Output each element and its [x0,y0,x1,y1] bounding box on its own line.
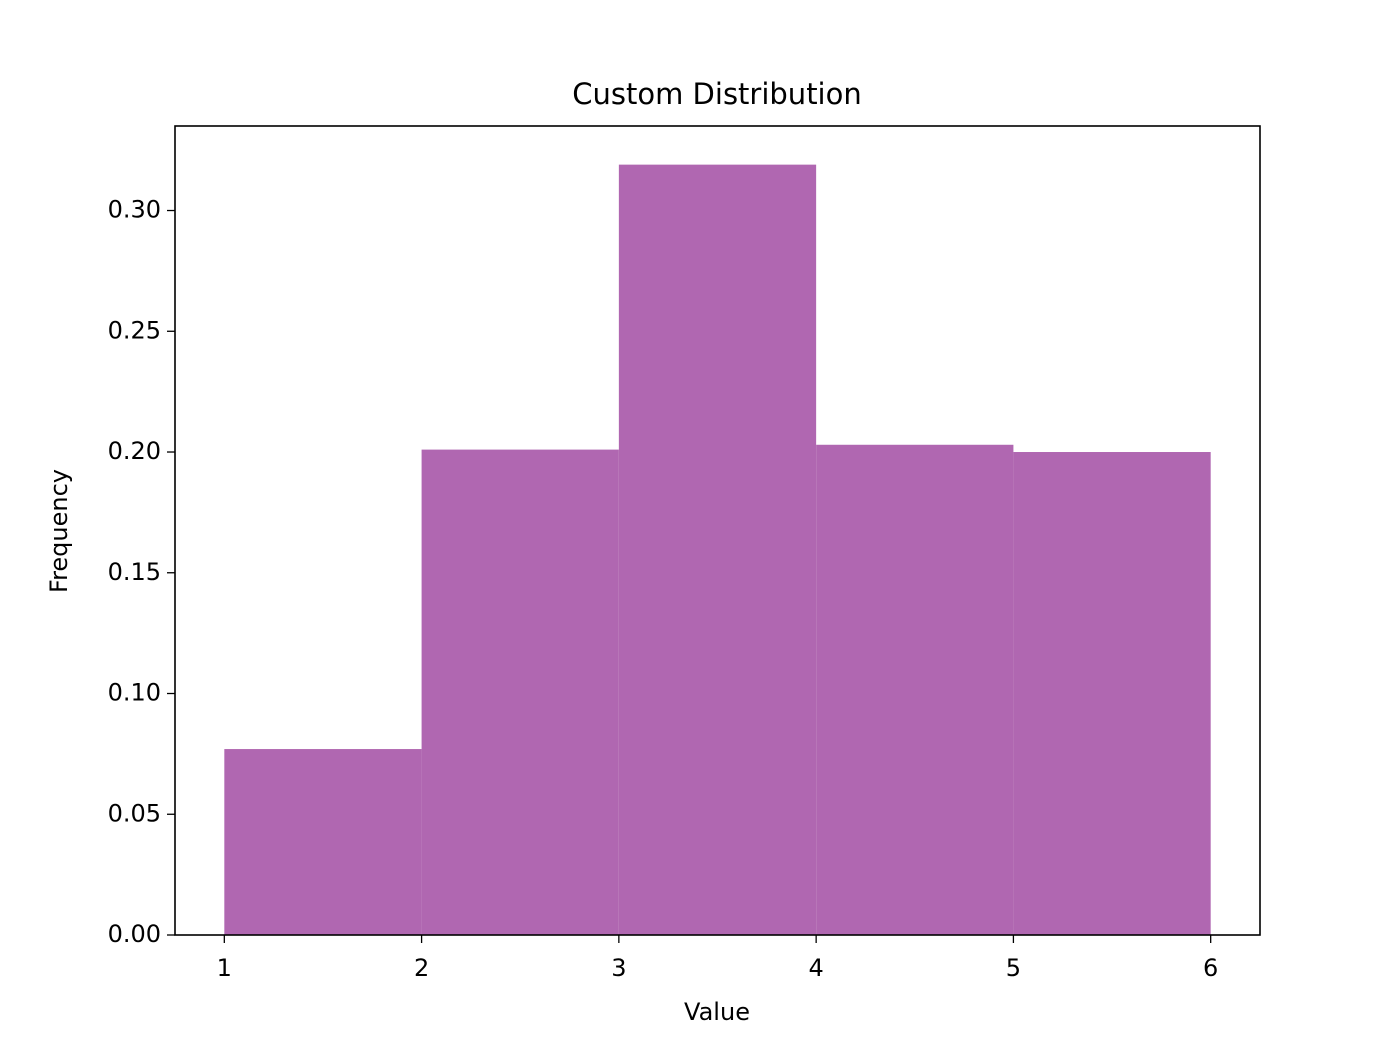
chart-title: Custom Distribution [572,77,862,111]
x-tick-label: 6 [1203,954,1218,982]
x-tick-label: 4 [808,954,823,982]
plot-frame [174,125,1261,936]
x-axis-label: Value [684,998,750,1026]
bar [421,449,619,935]
y-tick-label: 0.15 [108,558,161,586]
y-tick-label: 0.30 [108,196,161,224]
bar [816,444,1014,935]
bar [224,749,422,935]
y-tick-label: 0.10 [108,679,161,707]
x-tick-label: 2 [414,954,429,982]
y-axis-label: Frequency [45,469,73,593]
y-tick-label: 0.25 [108,316,161,344]
bar [1013,452,1211,935]
y-tick-label: 0.00 [108,920,161,948]
bar [618,164,817,936]
y-tick-label: 0.20 [108,437,161,465]
x-tick-label: 1 [217,954,232,982]
x-tick-label: 3 [611,954,626,982]
y-tick-label: 0.05 [108,799,161,827]
x-tick-label: 5 [1006,954,1021,982]
